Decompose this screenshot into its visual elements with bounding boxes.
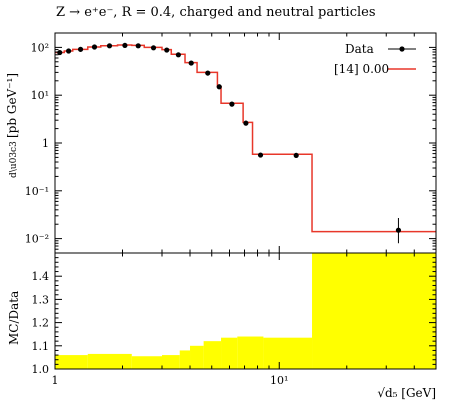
y-tick-label: 10² <box>31 41 49 54</box>
y-tick-label: 10¹ <box>31 89 49 102</box>
ratio-panel: 1 10¹ 1.0 1.1 1.2 1.3 1.4 <box>32 252 437 387</box>
ratio-band-bin <box>131 356 162 369</box>
data-point <box>216 84 222 90</box>
x-tick-label: 1 <box>52 374 59 387</box>
data-point <box>57 49 63 56</box>
data-point <box>135 43 141 49</box>
data-point <box>188 60 194 66</box>
ratio-band-bin <box>203 341 222 369</box>
ratio-y-tick-label: 1.0 <box>32 363 50 376</box>
y-tick-label: 10⁻¹ <box>25 185 49 198</box>
data-point <box>106 43 113 49</box>
x-axis-label: √d₅ [GeV] <box>377 386 436 400</box>
legend-data-marker <box>399 46 405 52</box>
legend-label-mc: [14] 0.00 <box>334 62 390 76</box>
ratio-y-tick-label: 1.4 <box>32 270 50 283</box>
ratio-y-axis-label: MC/Data <box>7 290 21 345</box>
ratio-band-bin <box>263 337 313 369</box>
ratio-y-tick-label: 1.2 <box>32 317 50 330</box>
data-point <box>243 120 249 126</box>
y-label-units: [pb GeV⁻¹] <box>5 73 19 138</box>
ratio-band-bin <box>221 337 238 369</box>
data-point <box>229 101 235 107</box>
ratio-band-bin <box>55 355 88 369</box>
ratio-band-bin <box>161 355 180 369</box>
data-point <box>150 45 157 51</box>
ratio-band-bin <box>190 345 204 369</box>
y-tick-label: 1 <box>42 137 49 150</box>
main-panel: 10⁻² 10⁻¹ 1 10¹ 10² <box>25 32 437 254</box>
data-point <box>66 48 72 54</box>
ratio-y-tick-label: 1.3 <box>32 293 50 306</box>
legend-label-data: Data <box>345 42 374 56</box>
ratio-band-bin <box>237 336 264 369</box>
data-point <box>77 46 84 52</box>
data-point <box>395 227 402 233</box>
ratio-y-tick-label: 1.1 <box>32 340 50 353</box>
x-tick-label: 10¹ <box>270 374 288 387</box>
ratio-plot-frame <box>54 252 437 370</box>
data-point <box>91 44 98 50</box>
ratio-band-bin <box>179 350 191 369</box>
data-point <box>164 47 170 53</box>
y-tick-label: 10⁻² <box>25 233 49 246</box>
main-y-axis-label: d\u03c3 [pb GeV⁻¹] <box>5 73 19 178</box>
data-point <box>257 152 264 158</box>
chart-title: Z → e⁺e⁻, R = 0.4, charged and neutral p… <box>56 5 376 20</box>
ratio-band-bin <box>87 353 132 369</box>
data-point <box>122 42 128 49</box>
ratio-band-bin <box>312 253 436 369</box>
data-point <box>293 152 299 159</box>
y-label-fraction: d\u03c3 <box>9 141 19 178</box>
data-point <box>205 70 211 76</box>
data-point <box>175 52 181 58</box>
